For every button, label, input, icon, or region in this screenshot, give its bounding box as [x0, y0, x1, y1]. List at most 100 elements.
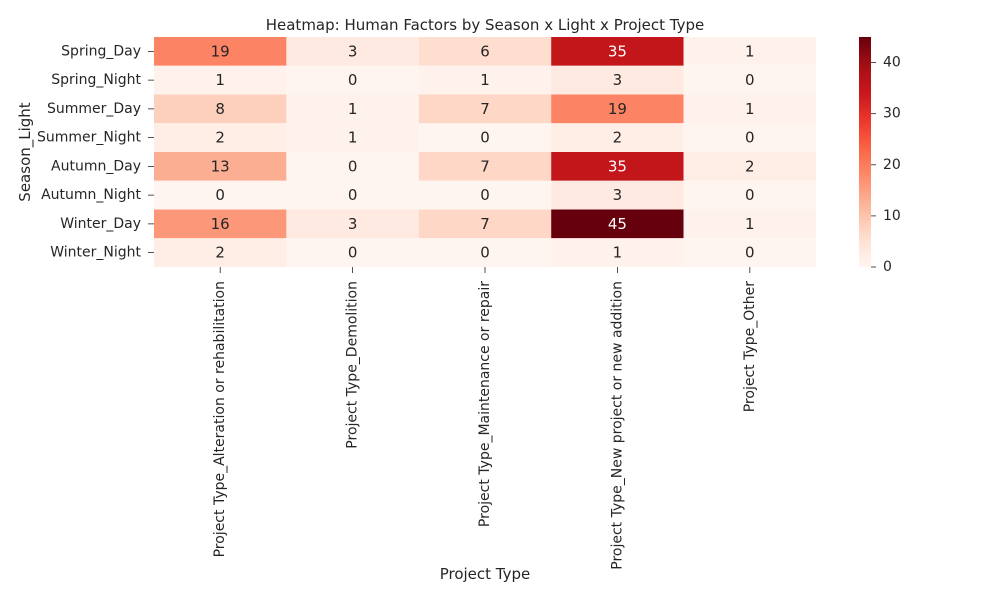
cell-value-label: 2	[745, 157, 755, 175]
cell-value-label: 2	[215, 129, 225, 147]
heatmap-cell	[683, 180, 816, 210]
y-tick-label: Spring_Day	[61, 43, 141, 59]
cell-value-label: 0	[480, 244, 490, 262]
cell-value-label: 0	[480, 186, 490, 204]
heatmap-cell	[418, 209, 552, 239]
cell-value-label: 0	[745, 71, 755, 89]
cell-value-label: 7	[480, 100, 490, 118]
heatmap-cell	[286, 238, 419, 267]
cell-value-label: 13	[211, 157, 230, 175]
cell-value-label: 1	[745, 100, 755, 118]
cell-value-label: 1	[613, 244, 623, 262]
x-tick-label: Project Type_New project or new addition	[609, 281, 625, 570]
heatmap-cell	[551, 37, 684, 66]
heatmap-cell	[154, 94, 287, 124]
cell-value-label: 1	[348, 100, 358, 118]
colorbar-tick-label: 20	[883, 157, 901, 173]
heatmap-cell	[154, 123, 287, 152]
cell-value-label: 8	[215, 100, 225, 118]
x-axis-label: Project Type	[440, 565, 531, 583]
x-tick-label: Project Type_Maintenance or repair	[477, 281, 493, 527]
y-tick-label: Spring_Night	[51, 72, 141, 88]
cell-value-label: 7	[480, 157, 490, 175]
cell-value-label: 35	[608, 157, 627, 175]
heatmap-cell	[286, 209, 419, 239]
cell-value-label: 0	[348, 186, 358, 204]
heatmap-cell	[418, 152, 552, 181]
heatmap-cell	[418, 65, 552, 95]
heatmap-cell	[551, 152, 684, 181]
heatmap-cell	[418, 94, 552, 124]
heatmap-cell	[286, 152, 419, 181]
heatmap-cell	[683, 94, 816, 124]
y-tick-label: Winter_Day	[60, 216, 141, 232]
cell-value-label: 0	[348, 244, 358, 262]
cell-value-label: 0	[745, 129, 755, 147]
cell-value-label: 45	[608, 215, 627, 233]
cell-value-label: 1	[745, 42, 755, 60]
cell-value-label: 35	[608, 42, 627, 60]
x-tick-labels: Project Type_Alteration or rehabilitatio…	[212, 267, 758, 570]
x-tick-label: Project Type_Alteration or rehabilitatio…	[212, 281, 228, 557]
y-tick-label: Summer_Night	[37, 130, 142, 146]
cell-value-label: 0	[745, 244, 755, 262]
colorbar-tick-label: 40	[883, 55, 901, 71]
colorbar-tick-label: 0	[883, 259, 892, 275]
heatmap-cell	[683, 238, 816, 267]
cell-value-label: 3	[613, 186, 623, 204]
heatmap-cell	[683, 65, 816, 95]
heatmap-cell	[418, 238, 552, 267]
colorbar: 0 10 20 30 40	[859, 37, 901, 275]
y-tick-label: Winter_Night	[50, 245, 141, 261]
heatmap-cell	[551, 65, 684, 95]
cell-value-label: 19	[211, 42, 230, 60]
heatmap-cell	[154, 152, 287, 181]
heatmap-cell	[551, 209, 684, 239]
y-axis-label: Season_Light	[16, 102, 35, 201]
y-tick-labels: Spring_Day Spring_Night Summer_Day Summer_N…	[37, 43, 154, 261]
cell-value-label: 2	[215, 244, 225, 262]
cell-value-label: 0	[215, 186, 225, 204]
colorbar-tick-label: 10	[883, 208, 901, 224]
cell-value-label: 3	[348, 42, 358, 60]
cell-value-label: 16	[211, 215, 230, 233]
cell-value-label: 3	[348, 215, 358, 233]
heatmap-cell	[286, 180, 419, 210]
cell-value-label: 6	[480, 42, 490, 60]
y-tick-label: Summer_Day	[47, 101, 141, 117]
heatmap-cell	[551, 94, 684, 124]
heatmap-cells	[154, 37, 816, 267]
cell-value-label: 3	[613, 71, 623, 89]
heatmap-cell	[286, 37, 419, 66]
y-tick-label: Autumn_Night	[41, 187, 141, 203]
y-tick-label: Autumn_Day	[51, 158, 141, 174]
cell-value-label: 19	[608, 100, 627, 118]
heatmap-cell	[286, 123, 419, 152]
heatmap-cell	[418, 180, 552, 210]
x-tick-label: Project Type_Demolition	[345, 281, 361, 449]
chart-title: Heatmap: Human Factors by Season x Light…	[266, 16, 705, 34]
heatmap-cell	[683, 37, 816, 66]
heatmap-cell	[551, 123, 684, 152]
cell-value-label: 2	[613, 129, 623, 147]
cell-value-label: 0	[348, 71, 358, 89]
heatmap-cell	[418, 37, 552, 66]
cell-value-label: 0	[348, 157, 358, 175]
heatmap-cell	[154, 209, 287, 239]
heatmap-cell	[154, 65, 287, 95]
heatmap-cell	[683, 209, 816, 239]
heatmap-cell	[551, 180, 684, 210]
cell-value-label: 1	[480, 71, 490, 89]
cell-value-label: 0	[480, 129, 490, 147]
heatmap-cell-labels: 19 3 6 35 11 0 1 3 08 1 7 19 12 1 0 2 013 0 7 35 20 0 0 3 016 3 7 4…	[211, 42, 755, 261]
heatmap-cell	[286, 94, 419, 124]
heatmap-cell	[286, 65, 419, 95]
heatmap-cell	[418, 123, 552, 152]
heatmap-cell	[154, 238, 287, 267]
x-tick-label: Project Type_Other	[742, 281, 758, 413]
cell-value-label: 1	[745, 215, 755, 233]
cell-value-label: 7	[480, 215, 490, 233]
heatmap-cell	[154, 180, 287, 210]
colorbar-gradient	[859, 37, 871, 267]
